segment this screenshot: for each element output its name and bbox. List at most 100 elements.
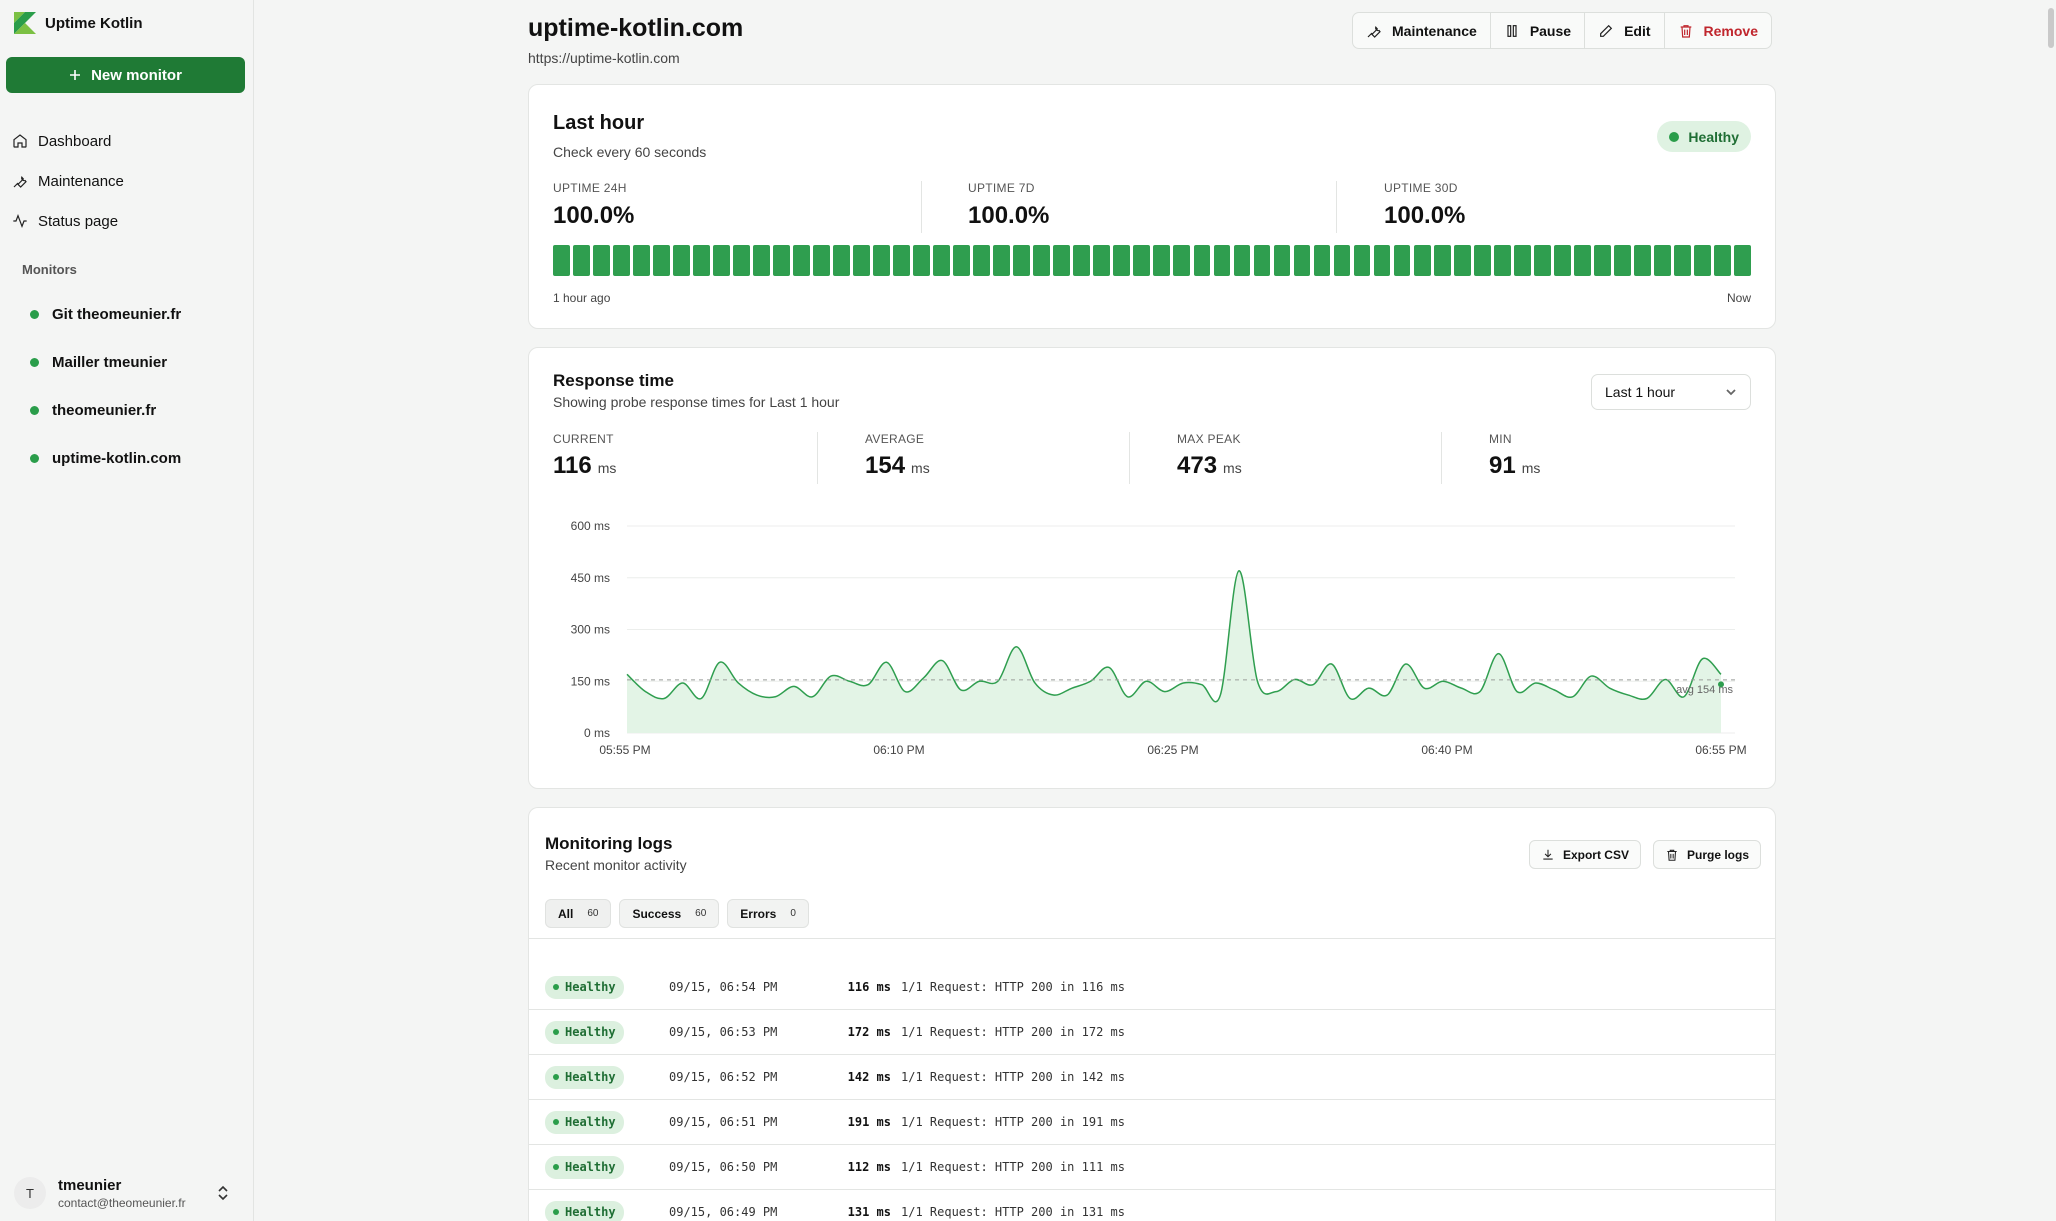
uptime-bar[interactable]	[1013, 245, 1031, 276]
uptime-bar[interactable]	[953, 245, 971, 276]
pause-button[interactable]: Pause	[1491, 13, 1586, 48]
uptime-bar[interactable]	[1473, 245, 1491, 276]
uptime-bar[interactable]	[1293, 245, 1311, 276]
uptime-bar[interactable]	[1413, 245, 1431, 276]
uptime-bar[interactable]	[1153, 245, 1171, 276]
uptime-bar[interactable]	[613, 245, 630, 276]
uptime-bar[interactable]	[1333, 245, 1351, 276]
uptime-bar[interactable]	[1453, 245, 1471, 276]
log-time: 09/15, 06:53 PM	[669, 1025, 778, 1039]
x-tick-label: 06:10 PM	[873, 743, 924, 757]
log-row[interactable]: Healthy 09/15, 06:52 PM 142 ms 1/1 Reque…	[529, 1055, 1775, 1100]
uptime-bar[interactable]	[1273, 245, 1291, 276]
uptime-bar[interactable]	[1533, 245, 1551, 276]
brand[interactable]: Uptime Kotlin	[14, 12, 143, 34]
uptime-bar[interactable]	[1673, 245, 1691, 276]
log-row[interactable]: Healthy 09/15, 06:54 PM 116 ms 1/1 Reque…	[529, 965, 1775, 1010]
uptime-bar[interactable]	[1313, 245, 1331, 276]
uptime-bar[interactable]	[973, 245, 991, 276]
uptime-bar[interactable]	[1633, 245, 1651, 276]
uptime-bar[interactable]	[693, 245, 710, 276]
monitor-item[interactable]: Git theomeunier.fr	[30, 290, 181, 338]
user-menu[interactable]: T tmeunier contact@theomeunier.fr	[14, 1173, 242, 1213]
uptime-bar[interactable]	[1493, 245, 1511, 276]
monitor-item[interactable]: Mailler tmeunier	[30, 338, 181, 386]
remove-button[interactable]: Remove	[1665, 13, 1771, 48]
uptime-bar[interactable]	[673, 245, 690, 276]
chevron-up-down-icon[interactable]	[216, 1185, 230, 1201]
uptime-bar[interactable]	[1553, 245, 1571, 276]
uptime-bar[interactable]	[893, 245, 911, 276]
tab-success[interactable]: Success 60	[619, 899, 720, 928]
uptime-bar[interactable]	[553, 245, 570, 276]
uptime-bar[interactable]	[633, 245, 650, 276]
uptime-bar[interactable]	[1233, 245, 1251, 276]
uptime-bar[interactable]	[813, 245, 831, 276]
uptime-bar[interactable]	[1113, 245, 1131, 276]
uptime-bar[interactable]	[773, 245, 790, 276]
uptime-bar[interactable]	[733, 245, 750, 276]
uptime-bar[interactable]	[1573, 245, 1591, 276]
uptime-bar[interactable]	[1053, 245, 1071, 276]
tab-all[interactable]: All 60	[545, 899, 612, 928]
status-label: Healthy	[565, 1205, 616, 1219]
uptime-bar[interactable]	[1393, 245, 1411, 276]
x-tick-label: 06:40 PM	[1421, 743, 1472, 757]
uptime-bar[interactable]	[1353, 245, 1371, 276]
uptime-bar[interactable]	[1713, 245, 1731, 276]
log-row[interactable]: Healthy 09/15, 06:53 PM 172 ms 1/1 Reque…	[529, 1010, 1775, 1055]
new-monitor-button[interactable]: New monitor	[6, 57, 245, 93]
uptime-bar[interactable]	[1253, 245, 1271, 276]
uptime-bar[interactable]	[873, 245, 891, 276]
uptime-bar[interactable]	[653, 245, 670, 276]
uptime-bar[interactable]	[933, 245, 951, 276]
uptime-bar[interactable]	[1513, 245, 1531, 276]
uptime-bar[interactable]	[1613, 245, 1631, 276]
monitor-url: https://uptime-kotlin.com	[528, 50, 680, 66]
log-row[interactable]: Healthy 09/15, 06:50 PM 112 ms 1/1 Reque…	[529, 1145, 1775, 1190]
uptime-bar[interactable]	[1373, 245, 1391, 276]
log-time: 09/15, 06:52 PM	[669, 1070, 778, 1084]
uptime-bar[interactable]	[1173, 245, 1191, 276]
monitor-item[interactable]: theomeunier.fr	[30, 386, 181, 434]
status-badge: Healthy	[545, 1065, 624, 1089]
monitor-item[interactable]: uptime-kotlin.com	[30, 434, 181, 482]
edit-button[interactable]: Edit	[1585, 13, 1665, 48]
tab-errors[interactable]: Errors 0	[727, 899, 809, 928]
uptime-bar[interactable]	[1213, 245, 1231, 276]
bars-end-label: Now	[1726, 291, 1751, 305]
uptime-bar[interactable]	[753, 245, 770, 276]
uptime-bar[interactable]	[833, 245, 851, 276]
uptime-bar[interactable]	[1693, 245, 1711, 276]
average-stat: AVERAGE 154 ms	[865, 432, 930, 480]
purge-logs-button[interactable]: Purge logs	[1652, 840, 1761, 869]
status-dot	[553, 1209, 559, 1215]
uptime-bar[interactable]	[1073, 245, 1091, 276]
scrollbar-thumb[interactable]	[2048, 8, 2054, 48]
time-range-select[interactable]: Last 1 hour	[1591, 374, 1751, 410]
uptime-bar[interactable]	[573, 245, 590, 276]
uptime-bar[interactable]	[1593, 245, 1611, 276]
uptime-bar[interactable]	[793, 245, 811, 276]
stat-unit: ms	[911, 460, 930, 476]
uptime-bar[interactable]	[593, 245, 610, 276]
uptime-bar[interactable]	[1033, 245, 1051, 276]
uptime-bar[interactable]	[713, 245, 730, 276]
log-row[interactable]: Healthy 09/15, 06:51 PM 191 ms 1/1 Reque…	[529, 1100, 1775, 1145]
uptime-bar[interactable]	[853, 245, 871, 276]
maintenance-button[interactable]: Maintenance	[1353, 13, 1491, 48]
x-tick-label: 06:55 PM	[1695, 743, 1746, 757]
uptime-bar[interactable]	[913, 245, 931, 276]
uptime-bar[interactable]	[1193, 245, 1211, 276]
nav-item-dashboard[interactable]: Dashboard	[12, 121, 124, 161]
uptime-bar[interactable]	[1653, 245, 1671, 276]
uptime-bar[interactable]	[1133, 245, 1151, 276]
nav-item-status-page[interactable]: Status page	[12, 201, 124, 241]
nav-item-maintenance[interactable]: Maintenance	[12, 161, 124, 201]
uptime-bar[interactable]	[993, 245, 1011, 276]
uptime-bar[interactable]	[1733, 245, 1751, 276]
export-csv-button[interactable]: Export CSV	[1528, 840, 1641, 869]
log-row[interactable]: Healthy 09/15, 06:49 PM 131 ms 1/1 Reque…	[529, 1190, 1775, 1221]
uptime-bar[interactable]	[1093, 245, 1111, 276]
uptime-bar[interactable]	[1433, 245, 1451, 276]
